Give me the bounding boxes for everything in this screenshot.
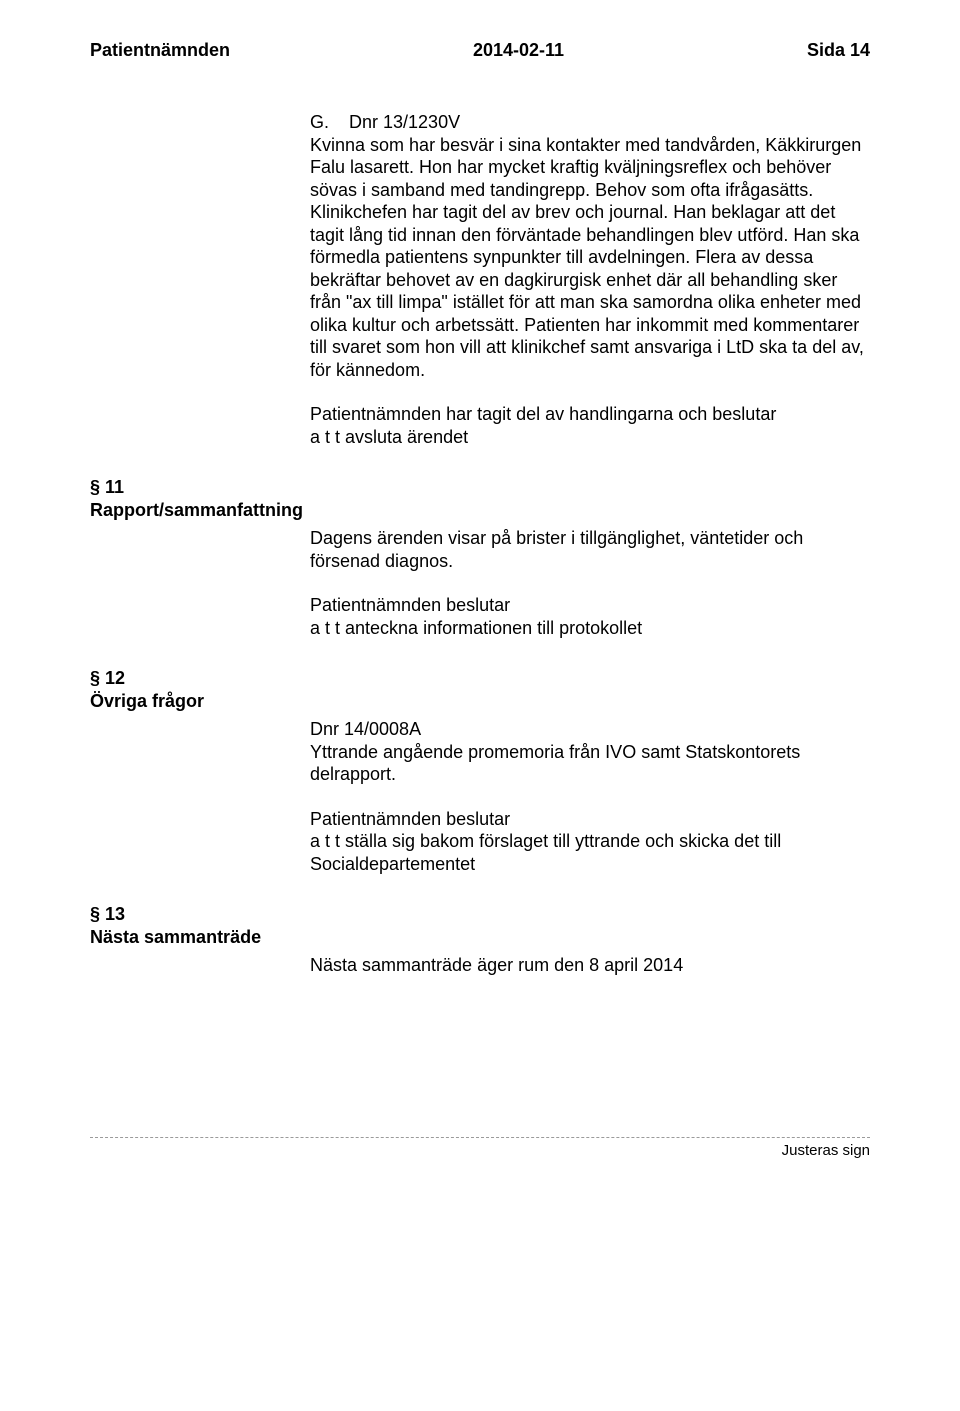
section-13-body: Nästa sammanträde äger rum den 8 april 2… <box>310 954 870 977</box>
header-right: Sida 14 <box>807 40 870 61</box>
section-11-content: Dagens ärenden visar på brister i tillgä… <box>310 527 870 639</box>
section-13-heading: § 13 Nästa sammanträde <box>90 903 870 948</box>
section-11-decision: Patientnämnden beslutar a t t anteckna i… <box>310 594 870 639</box>
case-g-title: G. Dnr 13/1230V <box>310 111 870 134</box>
case-g: G. Dnr 13/1230V Kvinna som har besvär i … <box>310 111 870 448</box>
section-12-heading-line1: § 12 <box>90 667 870 690</box>
section-12-heading: § 12 Övriga frågor <box>90 667 870 712</box>
section-11-heading: § 11 Rapport/sammanfattning <box>90 476 870 521</box>
footer-label: Justeras sign <box>782 1142 870 1159</box>
case-g-decision-line2: a t t avsluta ärendet <box>310 426 870 449</box>
section-12-body: Yttrande angående promemoria från IVO sa… <box>310 741 870 786</box>
case-g-decision: Patientnämnden har tagit del av handling… <box>310 403 870 448</box>
section-13-heading-line2: Nästa sammanträde <box>90 926 870 949</box>
page: Patientnämnden 2014-02-11 Sida 14 G. Dnr… <box>0 0 960 1411</box>
section-12-heading-line2: Övriga frågor <box>90 690 870 713</box>
section-12-content: Dnr 14/0008A Yttrande angående promemori… <box>310 718 870 875</box>
section-11-decision-line1: Patientnämnden beslutar <box>310 594 870 617</box>
section-12-decision: Patientnämnden beslutar a t t ställa sig… <box>310 808 870 876</box>
section-13-content: Nästa sammanträde äger rum den 8 april 2… <box>310 954 870 977</box>
section-11-body: Dagens ärenden visar på brister i tillgä… <box>310 527 870 572</box>
header-left: Patientnämnden <box>90 40 230 61</box>
section-12-decision-line1: Patientnämnden beslutar <box>310 808 870 831</box>
section-11-decision-line2: a t t anteckna informationen till protok… <box>310 617 870 640</box>
section-11-heading-line1: § 11 <box>90 476 870 499</box>
header-center: 2014-02-11 <box>473 40 564 61</box>
section-12-decision-line2: a t t ställa sig bakom förslaget till yt… <box>310 830 870 875</box>
section-13-heading-line1: § 13 <box>90 903 870 926</box>
section-11-heading-line2: Rapport/sammanfattning <box>90 499 870 522</box>
section-12-dnr: Dnr 14/0008A <box>310 718 870 741</box>
case-g-body: Kvinna som har besvär i sina kontakter m… <box>310 134 870 382</box>
case-g-decision-line1: Patientnämnden har tagit del av handling… <box>310 403 870 426</box>
footer: Justeras sign <box>90 1142 870 1159</box>
footer-divider <box>90 1137 870 1138</box>
page-header: Patientnämnden 2014-02-11 Sida 14 <box>90 40 870 61</box>
